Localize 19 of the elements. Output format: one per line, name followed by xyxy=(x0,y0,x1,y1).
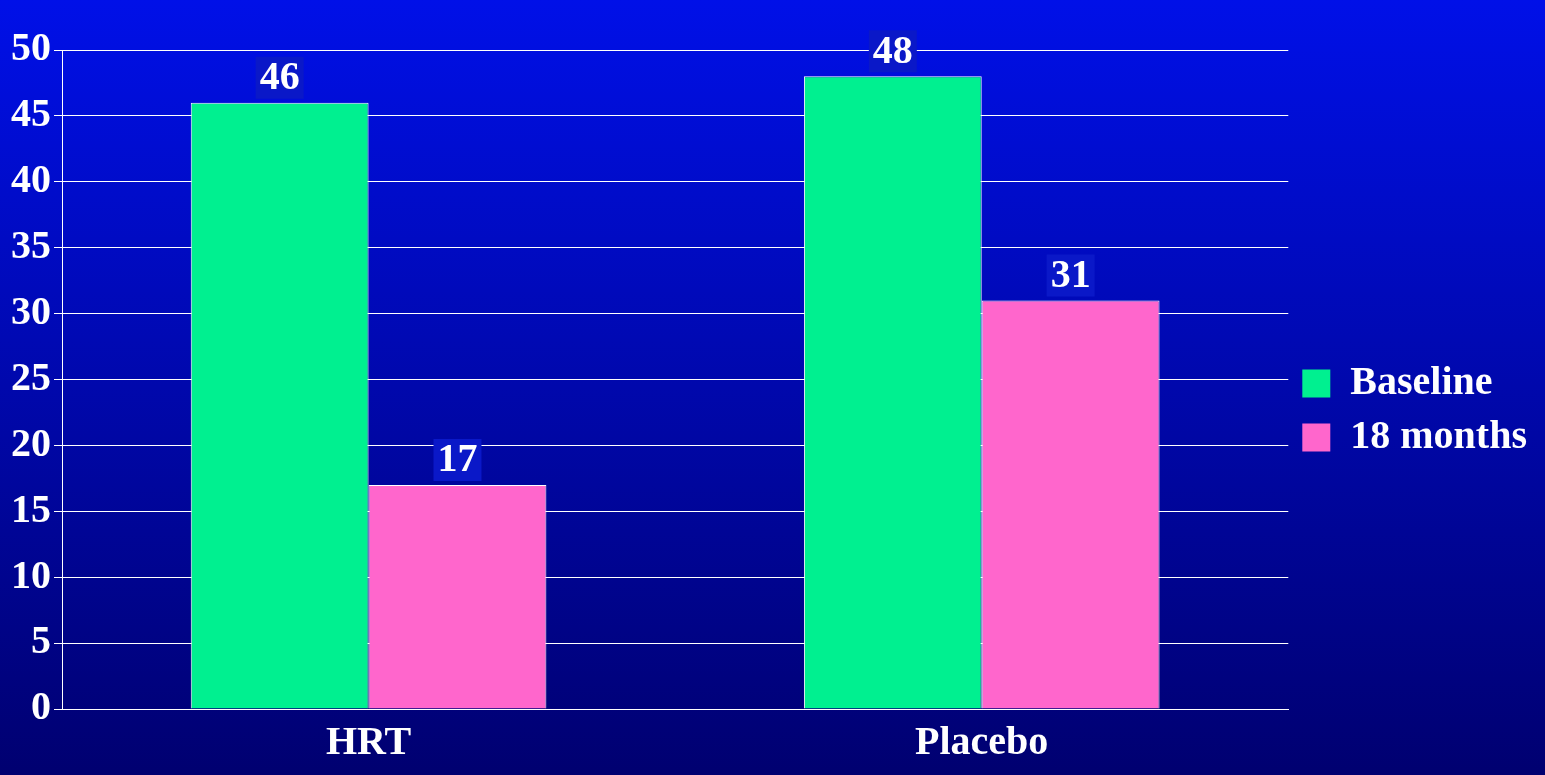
y-tick-label: 35 xyxy=(11,222,51,268)
y-tick-label: 25 xyxy=(11,353,51,399)
x-tick-label: Placebo xyxy=(915,718,1049,764)
legend-label: Baseline xyxy=(1350,357,1493,403)
data-label: 17 xyxy=(437,435,478,481)
x-tick-label: HRT xyxy=(325,718,412,764)
y-tick-label: 40 xyxy=(11,156,51,202)
y-tick-label: 20 xyxy=(11,419,51,465)
y-tick-label: 0 xyxy=(31,683,51,729)
y-tick-label: 30 xyxy=(11,287,51,333)
data-label: 31 xyxy=(1050,250,1091,296)
y-tick-label: 15 xyxy=(11,485,51,531)
data-label: 48 xyxy=(872,26,913,72)
data-label: 46 xyxy=(259,53,300,99)
legend-label: 18 months xyxy=(1350,411,1527,457)
y-tick-label: 45 xyxy=(11,90,51,136)
y-tick-label: 5 xyxy=(31,617,51,663)
y-tick-label: 10 xyxy=(11,551,51,597)
y-tick-label: 50 xyxy=(11,24,51,70)
